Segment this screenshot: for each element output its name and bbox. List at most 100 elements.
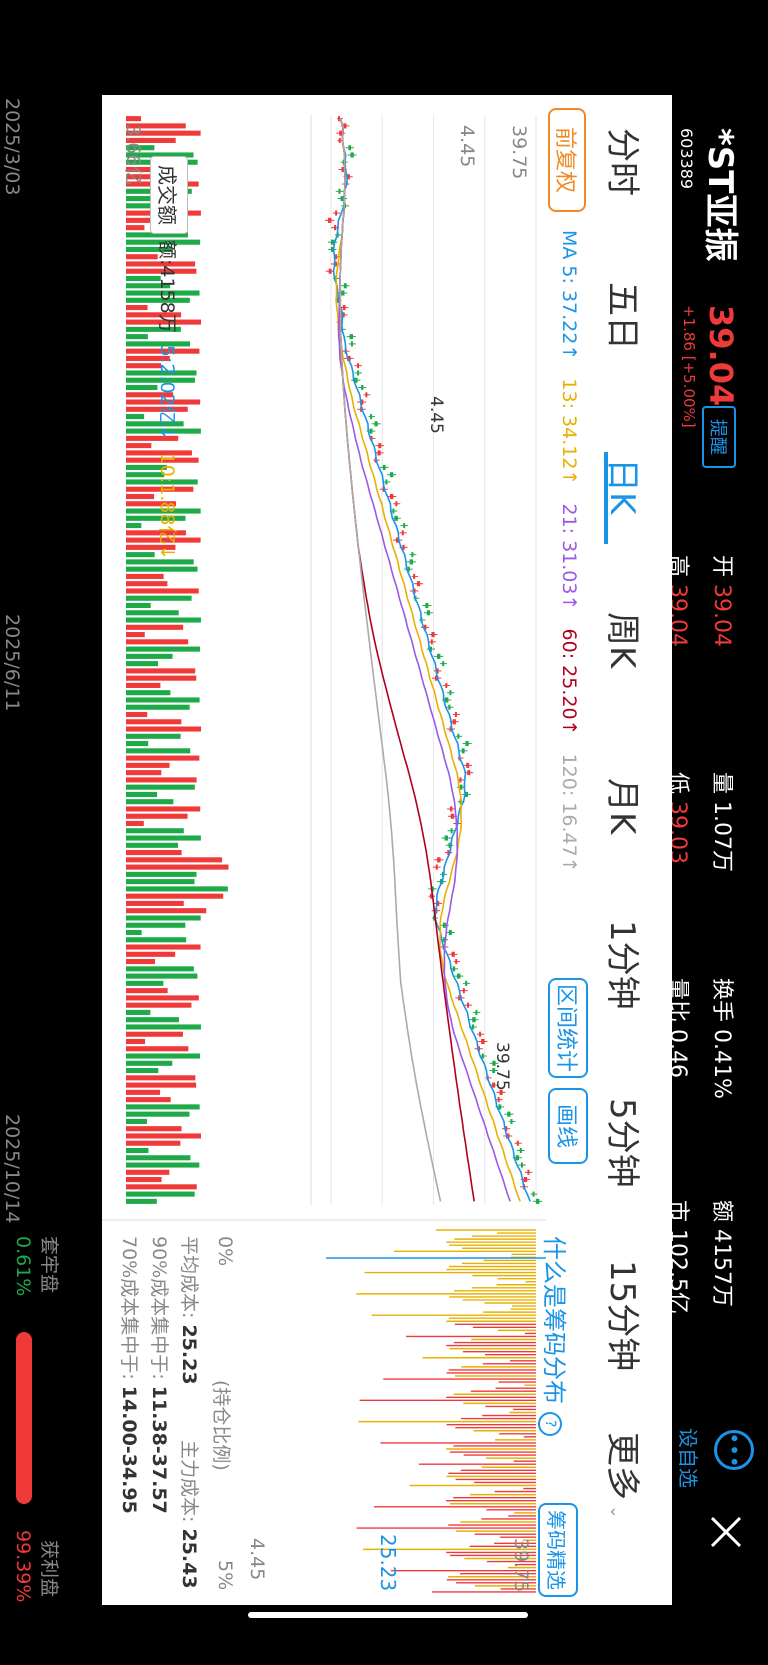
candle-body [328, 268, 332, 274]
volume-bar [126, 922, 186, 928]
candle-body [348, 145, 352, 151]
volume-bar [126, 566, 198, 572]
tab-more[interactable]: 更多 ⌄ [602, 1432, 642, 1519]
volume-bar [125, 1009, 151, 1015]
candle-body [338, 116, 341, 122]
add-watchlist-button[interactable]: 设自选 [676, 1428, 700, 1488]
volume-bar [126, 239, 201, 245]
volume-ma10: 10:1.88亿↓ [156, 452, 178, 561]
current-price: 39.04 [702, 305, 740, 407]
candle-body [454, 711, 457, 718]
more-dots-icon[interactable]: ••• [714, 1430, 754, 1470]
volume-bar [125, 675, 197, 681]
candle-body [402, 544, 405, 550]
volume-bar [126, 653, 173, 659]
candle-body [499, 1089, 503, 1095]
candle-body [392, 508, 395, 514]
volume-bar [125, 1104, 200, 1110]
volume-bar [125, 1031, 183, 1037]
candle-body [515, 1155, 520, 1161]
draw-line-button[interactable]: 画线 [548, 1088, 588, 1164]
volume-bar [126, 348, 200, 354]
adjust-button[interactable]: 前复权 [548, 108, 586, 212]
tab-15min[interactable]: 15分钟 [602, 1260, 642, 1372]
volume-bar [125, 879, 195, 885]
tab-intraday[interactable]: 分时 [602, 128, 642, 196]
trapped-value: 0.61% [12, 1236, 34, 1297]
volume-bar [126, 1082, 197, 1088]
volume-bar [126, 944, 201, 950]
volume-bar [126, 573, 164, 579]
stock-code: 603389 [677, 128, 696, 190]
range-stat-button[interactable]: 区间统计 [548, 978, 588, 1078]
candle-body [516, 1140, 519, 1146]
volume-bar [126, 137, 176, 143]
volume-bar [126, 559, 194, 565]
candle-body [527, 1169, 530, 1175]
volume-bar [125, 646, 201, 652]
cost-70: 70%成本集中于: 14.00-34.95 [118, 1236, 140, 1514]
tab-five-day[interactable]: 五日 [602, 282, 642, 350]
volume-bar [125, 1068, 159, 1074]
volume-bar [126, 799, 174, 805]
candle-body [339, 130, 343, 136]
candle-body [465, 980, 468, 986]
candle-body [341, 166, 344, 173]
volume-bar [126, 552, 155, 558]
volume-bar [125, 762, 170, 768]
high-mark-label: 39.75 [492, 1042, 512, 1091]
volume-bar [126, 406, 188, 412]
candle-body [395, 501, 398, 507]
volume-bar [126, 828, 184, 834]
volume-bar [126, 784, 195, 790]
volume-bar [126, 733, 181, 739]
candle-body [466, 762, 470, 768]
candle-body [492, 1082, 496, 1088]
volume-bar [125, 850, 182, 856]
alert-button[interactable]: 提醒 [702, 406, 736, 468]
candle-body [450, 813, 455, 819]
volume-bar [126, 1140, 181, 1146]
tab-weekly-k[interactable]: 周K [602, 612, 642, 669]
tab-monthly-k[interactable]: 月K [602, 778, 642, 835]
volume-amount: 额:4158万 [156, 240, 178, 333]
candle-body [435, 864, 438, 870]
candle-body [472, 1017, 476, 1023]
volume-bar [125, 145, 155, 151]
candle-body [455, 959, 458, 965]
volume-bar [126, 1097, 171, 1103]
volume-bar [126, 770, 162, 776]
volume-bar [126, 588, 199, 594]
volume-bar [126, 595, 192, 601]
volume-bar [126, 886, 228, 892]
volume-type-button[interactable]: 成交额 [150, 156, 188, 234]
volume-bar [126, 900, 184, 906]
volume-ma5: 5:2.02亿↓ [156, 344, 178, 441]
candle-body [475, 1009, 478, 1015]
volume-bar [125, 661, 159, 667]
volume-bar [126, 530, 186, 536]
candle-body [425, 602, 429, 609]
tab-5min[interactable]: 5分钟 [602, 1098, 642, 1188]
candle-body [481, 1038, 485, 1045]
kline-chart[interactable] [102, 95, 546, 1605]
tab-1min[interactable]: 1分钟 [602, 920, 642, 1010]
volume-bar [126, 908, 207, 914]
tab-daily-k[interactable]: 日K [602, 458, 642, 515]
volume-bar [126, 261, 196, 267]
volume-bar [125, 806, 201, 812]
candle-body [357, 370, 360, 376]
volume-bar [125, 980, 164, 986]
volume-bar [125, 268, 197, 274]
candle-body [497, 1097, 500, 1103]
candle-body [369, 428, 373, 434]
volume-bar [126, 246, 173, 252]
ma60-label: 60: 25.20↑ [558, 628, 580, 736]
candle-body [452, 719, 456, 725]
volume-bar [125, 428, 201, 434]
candle-body [467, 770, 471, 776]
close-icon[interactable] [706, 1512, 746, 1552]
volume-bar [125, 254, 158, 260]
candle-body [338, 188, 341, 194]
